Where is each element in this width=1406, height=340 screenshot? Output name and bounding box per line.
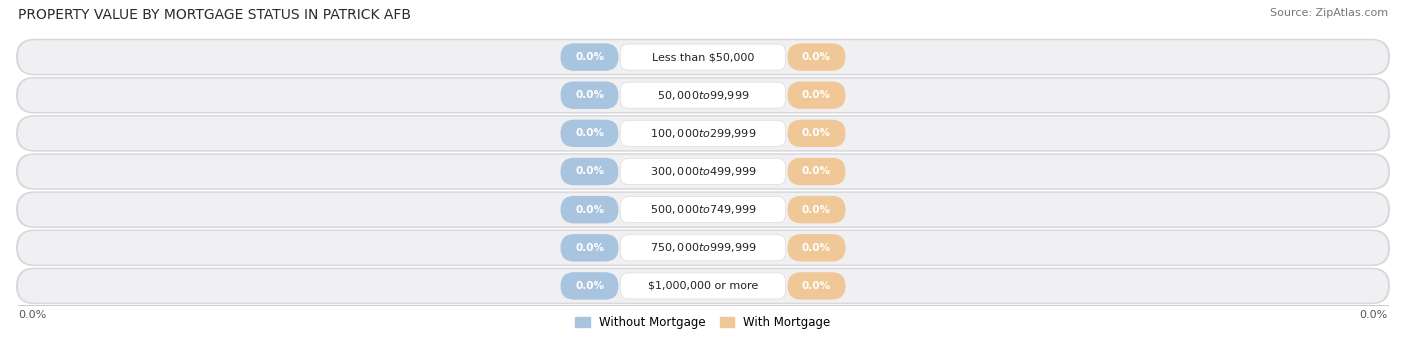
- Text: 0.0%: 0.0%: [575, 167, 605, 176]
- FancyBboxPatch shape: [561, 158, 619, 185]
- Text: Source: ZipAtlas.com: Source: ZipAtlas.com: [1270, 8, 1388, 18]
- Text: 0.0%: 0.0%: [801, 243, 831, 253]
- Text: $300,000 to $499,999: $300,000 to $499,999: [650, 165, 756, 178]
- FancyBboxPatch shape: [18, 269, 1388, 303]
- Text: 0.0%: 0.0%: [575, 52, 605, 62]
- Text: 0.0%: 0.0%: [575, 281, 605, 291]
- FancyBboxPatch shape: [561, 120, 619, 147]
- Text: 0.0%: 0.0%: [801, 167, 831, 176]
- FancyBboxPatch shape: [787, 43, 845, 71]
- Text: 0.0%: 0.0%: [801, 129, 831, 138]
- FancyBboxPatch shape: [15, 77, 1391, 114]
- Text: $100,000 to $299,999: $100,000 to $299,999: [650, 127, 756, 140]
- Text: 0.0%: 0.0%: [801, 205, 831, 215]
- FancyBboxPatch shape: [620, 158, 786, 185]
- Text: PROPERTY VALUE BY MORTGAGE STATUS IN PATRICK AFB: PROPERTY VALUE BY MORTGAGE STATUS IN PAT…: [18, 8, 411, 22]
- FancyBboxPatch shape: [18, 40, 1388, 74]
- Text: 0.0%: 0.0%: [575, 129, 605, 138]
- Text: 0.0%: 0.0%: [575, 243, 605, 253]
- Text: $750,000 to $999,999: $750,000 to $999,999: [650, 241, 756, 254]
- Text: $1,000,000 or more: $1,000,000 or more: [648, 281, 758, 291]
- FancyBboxPatch shape: [620, 82, 786, 108]
- Text: 0.0%: 0.0%: [801, 281, 831, 291]
- FancyBboxPatch shape: [15, 230, 1391, 266]
- FancyBboxPatch shape: [561, 234, 619, 261]
- FancyBboxPatch shape: [787, 234, 845, 261]
- FancyBboxPatch shape: [787, 82, 845, 109]
- Text: 0.0%: 0.0%: [575, 205, 605, 215]
- FancyBboxPatch shape: [15, 115, 1391, 152]
- Text: $50,000 to $99,999: $50,000 to $99,999: [657, 89, 749, 102]
- FancyBboxPatch shape: [561, 196, 619, 223]
- FancyBboxPatch shape: [15, 268, 1391, 304]
- FancyBboxPatch shape: [18, 117, 1388, 150]
- FancyBboxPatch shape: [787, 120, 845, 147]
- FancyBboxPatch shape: [787, 196, 845, 223]
- FancyBboxPatch shape: [561, 43, 619, 71]
- Text: 0.0%: 0.0%: [575, 90, 605, 100]
- FancyBboxPatch shape: [620, 197, 786, 223]
- Legend: Without Mortgage, With Mortgage: Without Mortgage, With Mortgage: [571, 312, 835, 334]
- Text: 0.0%: 0.0%: [18, 310, 46, 320]
- Text: 0.0%: 0.0%: [801, 90, 831, 100]
- FancyBboxPatch shape: [561, 82, 619, 109]
- FancyBboxPatch shape: [15, 153, 1391, 190]
- FancyBboxPatch shape: [787, 272, 845, 300]
- FancyBboxPatch shape: [620, 120, 786, 147]
- FancyBboxPatch shape: [15, 191, 1391, 228]
- FancyBboxPatch shape: [18, 193, 1388, 226]
- Text: 0.0%: 0.0%: [801, 52, 831, 62]
- Text: 0.0%: 0.0%: [1360, 310, 1388, 320]
- FancyBboxPatch shape: [15, 39, 1391, 75]
- FancyBboxPatch shape: [561, 272, 619, 300]
- FancyBboxPatch shape: [620, 44, 786, 70]
- Text: $500,000 to $749,999: $500,000 to $749,999: [650, 203, 756, 216]
- FancyBboxPatch shape: [620, 273, 786, 299]
- FancyBboxPatch shape: [18, 231, 1388, 265]
- FancyBboxPatch shape: [18, 155, 1388, 188]
- Text: Less than $50,000: Less than $50,000: [652, 52, 754, 62]
- FancyBboxPatch shape: [18, 79, 1388, 112]
- FancyBboxPatch shape: [620, 235, 786, 261]
- FancyBboxPatch shape: [787, 158, 845, 185]
